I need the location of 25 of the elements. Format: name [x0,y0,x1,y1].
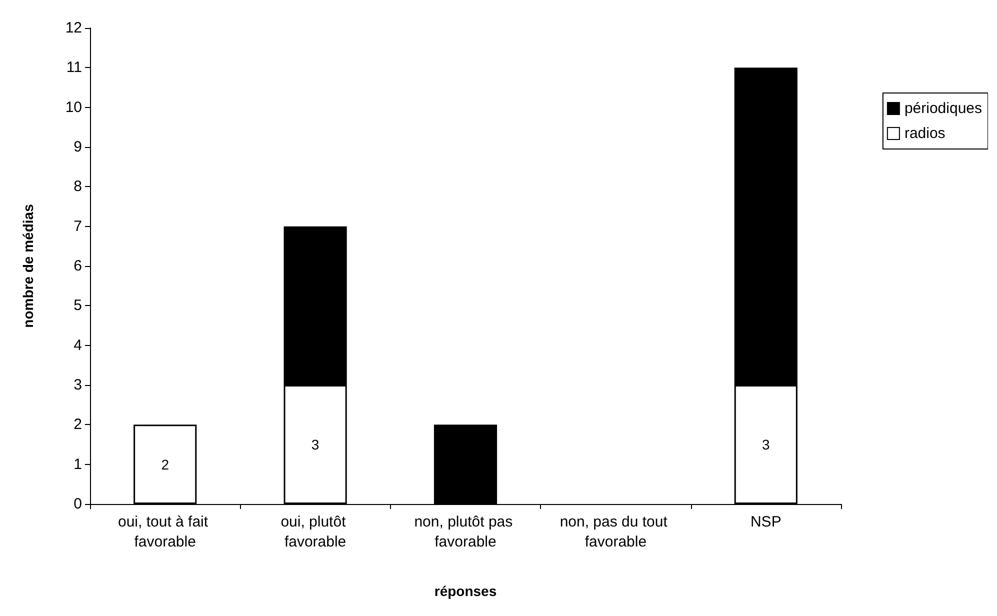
y-tick-label: 9 [74,138,82,156]
x-tick-label: NSP [750,514,782,530]
x-tick-label: non, plutôt pas favorable [414,514,517,550]
y-tick-label: 3 [74,376,82,394]
data-label: 2 [161,456,170,472]
x-tick-label: oui, tout à fait favorable [118,514,212,550]
y-tick-label: 0 [74,496,82,512]
x-axis-title: réponses [434,583,497,599]
x-tick-label: oui, plutôt favorable [280,514,350,550]
data-label: 3 [762,436,770,452]
data-label: 3 [311,436,320,452]
y-tick-label: 7 [74,218,82,235]
y-tick-label: 10 [65,98,82,116]
y-tick-label: 2 [74,416,82,434]
x-tick-label: non, pas du tout favorable [560,514,672,550]
y-axis-title: nombre de médias [20,204,36,328]
y-tick-label: 5 [74,297,82,314]
y-tick-label: 12 [65,20,82,36]
y-tick-label: 8 [74,178,82,196]
y-tick-label: 4 [74,336,82,354]
y-tick-label: 6 [74,258,82,274]
legend-label: radios [904,125,946,142]
y-tick-label: 1 [74,456,82,473]
legend-label: périodiques [904,100,982,117]
y-tick-label: 11 [66,59,82,76]
